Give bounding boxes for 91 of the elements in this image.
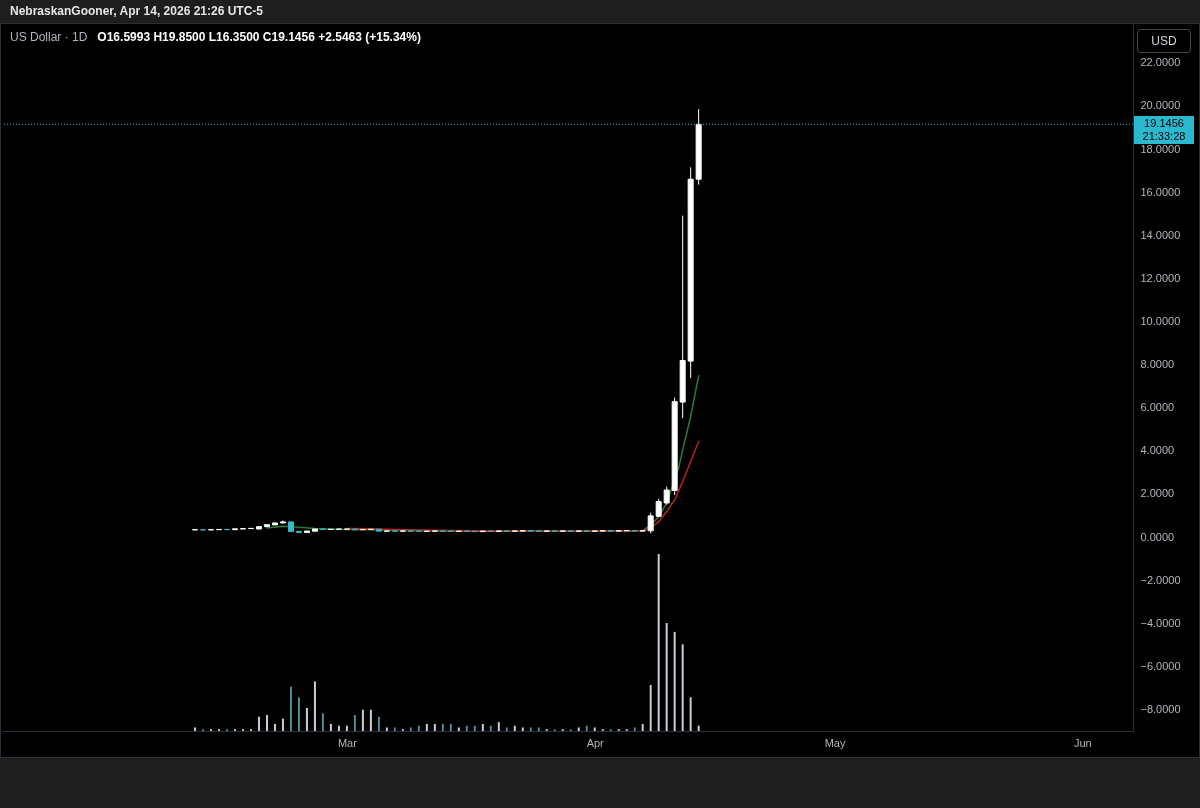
bar (681, 644, 684, 731)
candlestick (216, 528, 223, 531)
bar (537, 727, 540, 731)
bar (289, 686, 292, 731)
bar (321, 713, 324, 731)
y-tick-label: 10.0000 (1140, 314, 1181, 327)
bar (361, 709, 364, 731)
candlestick (224, 528, 230, 531)
bar (377, 716, 380, 731)
bar (497, 722, 500, 731)
bar (385, 727, 388, 731)
bar (457, 727, 460, 731)
text: NebraskanGooner, Apr 14, 2026 21:26 UTC-5 (10, 4, 263, 18)
bar (689, 697, 692, 731)
bar (585, 725, 588, 731)
y-tick-label: 14.0000 (1140, 228, 1181, 241)
bar (393, 727, 396, 731)
candlestick (303, 530, 310, 533)
text: US Dollar · 1D (10, 30, 88, 44)
bar (369, 709, 372, 731)
candlestick (287, 521, 294, 533)
y-tick-label: −8.0000 (1140, 702, 1181, 715)
y-tick-label: 6.0000 (1140, 401, 1175, 414)
candlestick (471, 530, 478, 533)
y-tick-label: 12.0000 (1140, 271, 1181, 284)
bar (529, 727, 532, 731)
candlestick (663, 486, 670, 506)
bar (593, 727, 596, 731)
bar (257, 716, 260, 731)
candlestick (375, 528, 382, 532)
bar (409, 727, 412, 731)
candlestick (263, 524, 270, 528)
bar (273, 723, 276, 731)
y-tick-label: 22.0000 (1140, 56, 1181, 69)
bar (489, 725, 492, 731)
bar (473, 725, 476, 731)
bar (425, 723, 428, 731)
y-tick-label: 18.0000 (1140, 142, 1181, 155)
candlestick (351, 528, 358, 531)
x-tick-label: Jun (1073, 736, 1092, 749)
y-tick-label: −2.0000 (1140, 573, 1181, 586)
candlestick (255, 526, 262, 530)
x-tick-label: Apr (586, 736, 605, 749)
bar (417, 725, 420, 731)
bar (649, 684, 652, 731)
bar (513, 725, 516, 731)
bar (449, 723, 452, 731)
y-axis-title: USD (1137, 29, 1191, 53)
bar (441, 723, 444, 731)
x-tick-label: May (824, 736, 846, 749)
bar (353, 715, 356, 731)
y-tick-label: 8.0000 (1140, 358, 1175, 371)
text: O16.5993 H19.8500 L16.3500 C19.1456 +2.5463 (+15.34%) (97, 30, 421, 44)
bar (345, 725, 348, 731)
bar (337, 725, 340, 731)
bar (329, 723, 332, 731)
y-tick-label: 4.0000 (1140, 444, 1175, 457)
y-tick-label: −6.0000 (1140, 659, 1181, 672)
bar (297, 697, 300, 731)
bar (194, 727, 197, 731)
bar (465, 725, 468, 731)
text: 21:33:28 (1141, 130, 1187, 144)
bar (697, 725, 700, 731)
y-tick-label: 2.0000 (1140, 487, 1175, 500)
bar (313, 681, 316, 731)
bar (641, 723, 644, 731)
candlestick (647, 512, 654, 534)
x-tick-label: Mar (337, 736, 358, 749)
y-tick-label: 20.0000 (1140, 99, 1181, 112)
y-tick-label: 0.0000 (1140, 530, 1175, 543)
candlestick (232, 528, 238, 531)
bar (673, 631, 676, 731)
candlestick (359, 528, 366, 531)
candlestick (295, 530, 302, 533)
bar (305, 707, 308, 731)
bar (481, 723, 484, 731)
bar (665, 623, 668, 731)
bar (433, 723, 436, 731)
bar (577, 727, 580, 731)
bar (633, 727, 636, 731)
candlestick (247, 527, 254, 530)
candlestick (271, 522, 278, 526)
bar (521, 727, 524, 731)
bar (505, 727, 508, 731)
y-tick-label: −4.0000 (1140, 616, 1181, 629)
bar (265, 715, 268, 731)
y-tick-label: 16.0000 (1140, 185, 1181, 198)
bar (281, 718, 284, 731)
candlestick (311, 528, 318, 532)
bar (657, 554, 660, 731)
ref-line-label: 19.1456 (1143, 117, 1185, 131)
